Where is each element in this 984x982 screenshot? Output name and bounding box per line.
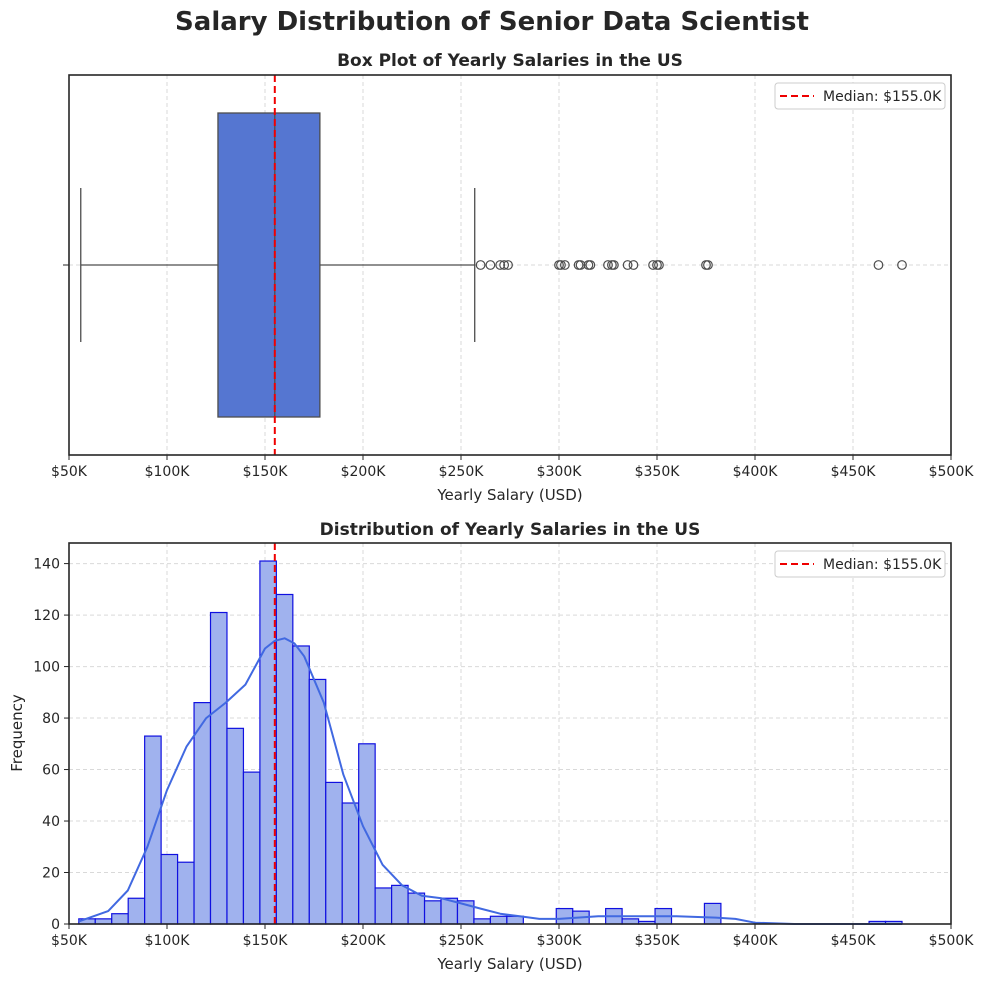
box-plot-marks [80,75,907,455]
outlier-point [556,260,566,270]
legend-median-label: Median: $155.0K [823,557,942,573]
outlier-point [499,260,510,270]
x-tick-label: $300K [537,464,583,480]
histogram-bar [209,611,228,925]
outlier-point [703,260,713,270]
histogram-title: Distribution of Yearly Salaries in the U… [320,520,701,540]
box-plot-panel: Box Plot of Yearly Salaries in the US $5… [51,51,974,504]
histogram-panel: Distribution of Yearly Salaries in the U… [8,520,974,973]
y-tick-label: 140 [33,557,60,573]
x-tick-label: $450K [831,464,877,480]
histogram-bar [407,892,426,925]
histogram-bar [325,781,343,925]
histogram-frame [68,542,952,925]
x-tick-label: $300K [537,933,583,949]
x-tick-label: $350K [635,464,681,480]
legend-box [774,82,946,110]
y-tick-label: 120 [33,608,60,624]
x-tick-label: $200K [341,933,387,949]
outlier-point [575,260,586,270]
kde-curve [78,637,902,925]
x-tick-label: $50K [51,933,88,949]
figure-title: Salary Distribution of Senior Data Scien… [175,7,809,37]
outlier-point [503,260,513,270]
histogram-bar [127,897,146,925]
outlier-point [475,260,486,270]
outlier-point [603,260,613,270]
x-tick-label: $50K [51,464,88,480]
legend-box [774,550,946,578]
x-tick-label: $400K [733,464,779,480]
histogram-bar [160,853,179,925]
box-plot-xlabel: Yearly Salary (USD) [436,486,582,504]
histogram-bar [242,771,261,925]
outlier-point [585,260,596,270]
histogram-bar [489,915,508,925]
x-tick-label: $100K [145,933,191,949]
outlier-point [648,260,658,270]
histogram-bar [374,887,393,925]
x-tick-label: $500K [929,933,975,949]
y-tick-label: 0 [51,917,60,933]
box-plot-legend: Median: $155.0K [774,82,946,110]
x-tick-label: $500K [929,464,975,480]
histogram-bar [703,902,722,925]
histogram-bar [193,702,212,925]
x-tick-label: $350K [635,933,681,949]
x-tick-label: $450K [831,933,877,949]
histogram-x-axis: $50K $100K $150K $200K $250K $300K $350K $400K $… [51,924,974,949]
x-tick-label: $250K [439,933,485,949]
histogram-bar [423,900,442,925]
histogram-y-axis: 0 20 40 60 80 100 120 140 [33,557,69,933]
x-tick-label: $400K [733,933,779,949]
histogram-ylabel: Frequency [8,694,26,772]
histogram-bar [292,645,310,925]
histogram-bar [176,861,195,925]
outlier-point [495,260,506,270]
histogram-bar [111,913,129,925]
histogram-xlabel: Yearly Salary (USD) [436,955,582,973]
iqr-box [217,112,321,418]
legend-median-label: Median: $155.0K [823,89,942,105]
x-tick-label: $100K [145,464,191,480]
y-tick-label: 20 [42,866,60,882]
histogram-bar [391,884,409,925]
outlier-point [873,260,884,270]
histogram-bar [275,593,294,925]
x-tick-label: $250K [439,464,485,480]
histogram-kde [78,637,902,925]
outlier-point [622,260,633,270]
x-tick-label: $150K [243,464,289,480]
box-plot-x-axis: $50K $100K $150K $200K $250K $300K $350K $400K $… [51,264,975,480]
histogram-bar [555,907,574,925]
outlier-point [608,260,619,270]
x-tick-label: $200K [341,464,387,480]
y-tick-label: 80 [42,711,60,727]
outlier-point [485,260,496,270]
outlier-point [897,260,907,270]
x-tick-label: $150K [243,933,289,949]
y-tick-label: 100 [33,660,60,676]
histogram-bar [341,802,360,925]
y-tick-label: 60 [42,763,60,779]
histogram-bar [226,727,245,925]
histogram-bar [308,678,327,925]
outlier-point [628,260,639,270]
box-plot-title: Box Plot of Yearly Salaries in the US [337,51,683,71]
outlier-point [559,260,570,270]
y-tick-label: 40 [42,814,60,830]
outlier-point [654,260,664,270]
histogram-legend: Median: $155.0K [774,550,946,578]
